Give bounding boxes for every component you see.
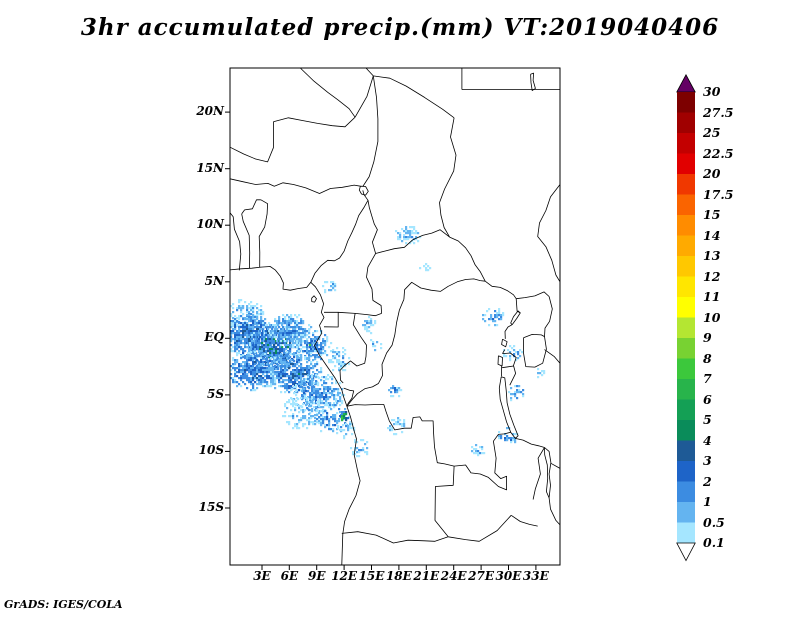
lon-axis-label: 33E <box>522 569 549 583</box>
lon-axis-label: 27E <box>468 569 494 583</box>
lat-axis-label: 5N <box>204 273 224 288</box>
colorbar-min-arrow <box>676 542 696 562</box>
colorbar-legend: 30 27.5 25 22.5 20 17.5 15 14 13 12 11 10 9 8 7 6 5 4 3 2 1 0… <box>676 74 751 566</box>
colorbar-segment <box>677 461 695 482</box>
colorbar-segment <box>677 420 695 441</box>
lon-axis-label: 15E <box>358 569 385 583</box>
lat-axis-label: 20N <box>196 104 224 119</box>
lon-axis-label: 18E <box>385 569 412 583</box>
colorbar-segment <box>677 92 695 113</box>
colorbar-level-label: 17.5 <box>703 186 734 202</box>
colorbar-segment <box>677 133 695 154</box>
lat-axis-label: 10S <box>198 443 224 458</box>
lat-axis-label: 5S <box>206 386 224 401</box>
lat-axis-label: EQ <box>204 330 224 345</box>
colorbar-segment <box>677 440 695 462</box>
lon-axis-label: 21E <box>413 569 440 583</box>
colorbar-level-label: 14 <box>703 227 721 243</box>
colorbar-level-label: 10 <box>703 309 721 325</box>
precipitation-map <box>225 67 561 570</box>
lon-axis-label: 6E <box>280 569 299 583</box>
colorbar-segment <box>677 358 695 380</box>
colorbar-max-arrow <box>676 74 696 93</box>
colorbar-scale <box>676 74 696 562</box>
grads-credit: GrADS: IGES/COLA <box>4 598 123 611</box>
colorbar-segment <box>677 112 695 134</box>
colorbar-level-label: 5 <box>703 412 712 427</box>
colorbar-segment <box>677 276 695 298</box>
colorbar-level-label: 30 <box>703 84 721 99</box>
lon-axis-label: 12E <box>331 569 358 583</box>
lat-axis-label: 15S <box>198 499 224 514</box>
colorbar-segment <box>677 338 695 359</box>
colorbar-level-label: 1 <box>703 494 712 509</box>
lon-axis-label: 30E <box>495 569 522 583</box>
colorbar-level-label: 0.1 <box>703 535 725 550</box>
colorbar-level-label: 2 <box>703 473 712 489</box>
colorbar-segment <box>677 297 695 318</box>
colorbar-segment <box>677 481 695 503</box>
colorbar-segment <box>677 215 695 236</box>
colorbar-level-label: 12 <box>703 268 721 284</box>
colorbar-level-label: 27.5 <box>703 104 734 120</box>
colorbar-level-label: 4 <box>703 432 712 448</box>
country-borders-layer <box>229 67 561 565</box>
lon-axis-label: 3E <box>253 569 271 583</box>
colorbar-segment <box>677 256 695 277</box>
colorbar-level-label: 25 <box>703 125 721 140</box>
colorbar-level-label: 9 <box>703 330 712 345</box>
colorbar-level-label: 20 <box>703 166 721 181</box>
colorbar-level-label: 0.5 <box>703 514 725 530</box>
lat-axis-label: 15N <box>196 160 224 175</box>
colorbar-level-label: 8 <box>703 350 712 366</box>
map-area: 20N 15N 10N 5N EQ 5S 10S 15S 3E 6E 9E 12E 15E 18E 21E 2… <box>196 60 568 583</box>
plot-title: 3hr accumulated precip.(mm) VT:201904040… <box>80 14 720 41</box>
map-frame <box>229 67 561 566</box>
colorbar-segment <box>677 502 695 523</box>
colorbar-segment <box>677 522 695 544</box>
lon-axis-label: 24E <box>440 569 467 583</box>
colorbar-segment <box>677 379 695 400</box>
colorbar-level-label: 15 <box>703 207 721 222</box>
colorbar-level-label: 13 <box>703 248 721 263</box>
colorbar-segment <box>677 317 695 339</box>
lat-axis-label: 10N <box>196 217 224 232</box>
colorbar-segment <box>677 235 695 257</box>
lon-axis-label: 9E <box>307 569 326 583</box>
colorbar-segment <box>677 399 695 421</box>
colorbar-level-label: 22.5 <box>703 145 734 161</box>
colorbar-segment <box>677 194 695 216</box>
colorbar-level-label: 7 <box>703 371 712 386</box>
colorbar-segment <box>677 174 695 195</box>
precip-layer <box>230 226 546 458</box>
colorbar-segment <box>677 153 695 175</box>
colorbar-level-label: 3 <box>703 453 712 468</box>
colorbar-level-label: 11 <box>703 289 721 304</box>
colorbar-level-label: 6 <box>703 391 712 407</box>
